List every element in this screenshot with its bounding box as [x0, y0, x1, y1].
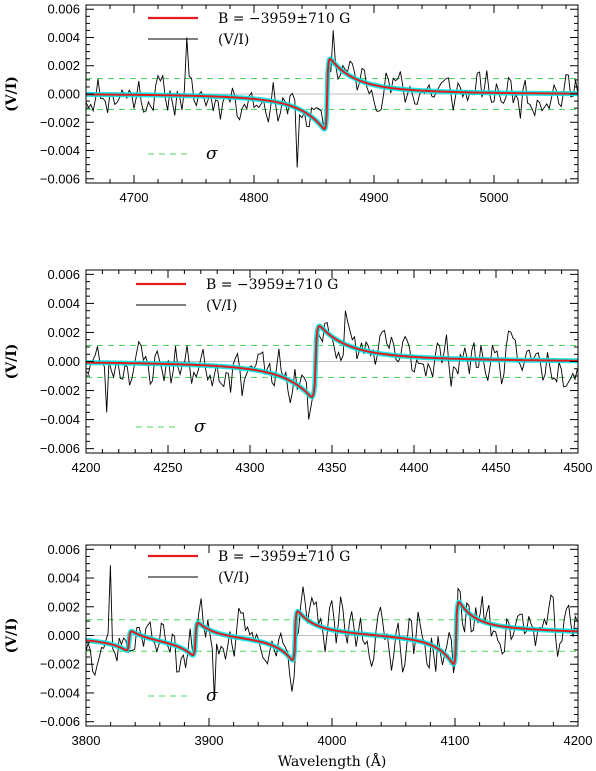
y-tick-label: −0.002 [40, 657, 80, 672]
legend-model-label: B = −3959±710 G [218, 549, 350, 565]
y-tick-label: −0.006 [40, 441, 80, 456]
legend: B = −3959±710 G (V/I) σ [148, 11, 350, 164]
y-tick-label: 0.004 [47, 296, 80, 311]
y-axis-label: (V/I) [4, 76, 20, 112]
x-tick-label: 4500 [564, 460, 593, 475]
x-tick-label: 4400 [400, 460, 429, 475]
y-axis-label: (V/I) [4, 618, 20, 654]
y-tick-label: 0.000 [47, 354, 80, 369]
legend-sigma-label: σ [194, 417, 206, 437]
legend-observed-label: (V/I) [218, 570, 249, 586]
x-tick-label: 4200 [72, 460, 101, 475]
sigma-lines-layer [86, 619, 578, 652]
y-tick-label: 0.004 [47, 571, 80, 586]
observed-spectrum-line [86, 565, 578, 701]
x-tick-label: 4450 [482, 460, 511, 475]
model-uncertainty-band [86, 599, 578, 667]
x-tick-label: 4700 [120, 190, 149, 205]
y-axis-label: (V/I) [4, 344, 20, 380]
y-tick-label: 0.000 [47, 87, 80, 102]
y-tick-label: 0.002 [47, 599, 80, 614]
legend-sigma-label: σ [206, 144, 218, 164]
legend-sigma-label: σ [206, 686, 218, 706]
y-tick-label: −0.004 [40, 412, 80, 427]
x-tick-label: 4900 [360, 190, 389, 205]
x-tick-label: 5000 [480, 190, 509, 205]
observed-spectrum-line [86, 30, 578, 168]
panel-1: 4700 4800 4900 5000 −0.006 −0.004 −0.002 0.000 0… [4, 2, 579, 205]
model-layer [86, 323, 578, 400]
model-fit-line [86, 325, 578, 398]
legend-model-label: B = −3959±710 G [218, 11, 350, 27]
y-tick-label: −0.002 [40, 115, 80, 130]
y-tick-label: 0.002 [47, 58, 80, 73]
y-tick-label: −0.006 [40, 171, 80, 186]
observed-layer [86, 30, 578, 168]
axes-layer: 3800 3900 4000 4100 4200 −0.006 −0.004 −0.002 0.… [40, 542, 593, 748]
model-layer [86, 599, 578, 667]
sigma-lines-layer [86, 345, 578, 378]
legend: B = −3959±710 G (V/I) σ [148, 549, 350, 706]
panel-3: 3800 3900 4000 4100 4200 −0.006 −0.004 −0.002 0.… [4, 542, 592, 770]
y-tick-label: 0.006 [47, 267, 80, 282]
x-tick-label: 4250 [154, 460, 183, 475]
axes-layer: 4700 4800 4900 5000 −0.006 −0.004 −0.002 0.000 0… [40, 2, 579, 205]
y-tick-label: 0.002 [47, 325, 80, 340]
legend-observed-label: (V/I) [218, 32, 249, 48]
y-tick-label: 0.004 [47, 30, 80, 45]
y-tick-label: 0.006 [47, 2, 80, 17]
model-fit-line [86, 57, 578, 131]
x-tick-label: 4200 [564, 733, 593, 748]
x-tick-label: 4800 [240, 190, 269, 205]
y-tick-label: 0.006 [47, 542, 80, 557]
legend: B = −3959±710 G (V/I) σ [136, 277, 338, 437]
x-tick-label: 3900 [195, 733, 224, 748]
x-tick-label: 4300 [236, 460, 265, 475]
panel-2: 4200 4250 4300 4350 4400 4450 4500 −0.006 −0.004… [4, 267, 592, 475]
axes-layer: 4200 4250 4300 4350 4400 4450 4500 −0.006 −0.004… [40, 267, 593, 475]
observed-layer [86, 565, 578, 701]
model-layer [86, 56, 578, 132]
y-tick-label: 0.000 [47, 628, 80, 643]
model-fit-line [86, 601, 578, 665]
y-tick-label: −0.006 [40, 714, 80, 729]
y-tick-label: −0.004 [40, 685, 80, 700]
x-tick-label: 4000 [318, 733, 347, 748]
x-axis-label: Wavelength (Å) [278, 752, 387, 770]
legend-observed-label: (V/I) [206, 298, 237, 314]
y-tick-label: −0.002 [40, 383, 80, 398]
x-tick-label: 3800 [72, 733, 101, 748]
y-tick-label: −0.004 [40, 143, 80, 158]
x-tick-label: 4100 [441, 733, 470, 748]
x-tick-label: 4350 [318, 460, 347, 475]
legend-model-label: B = −3959±710 G [206, 277, 338, 293]
